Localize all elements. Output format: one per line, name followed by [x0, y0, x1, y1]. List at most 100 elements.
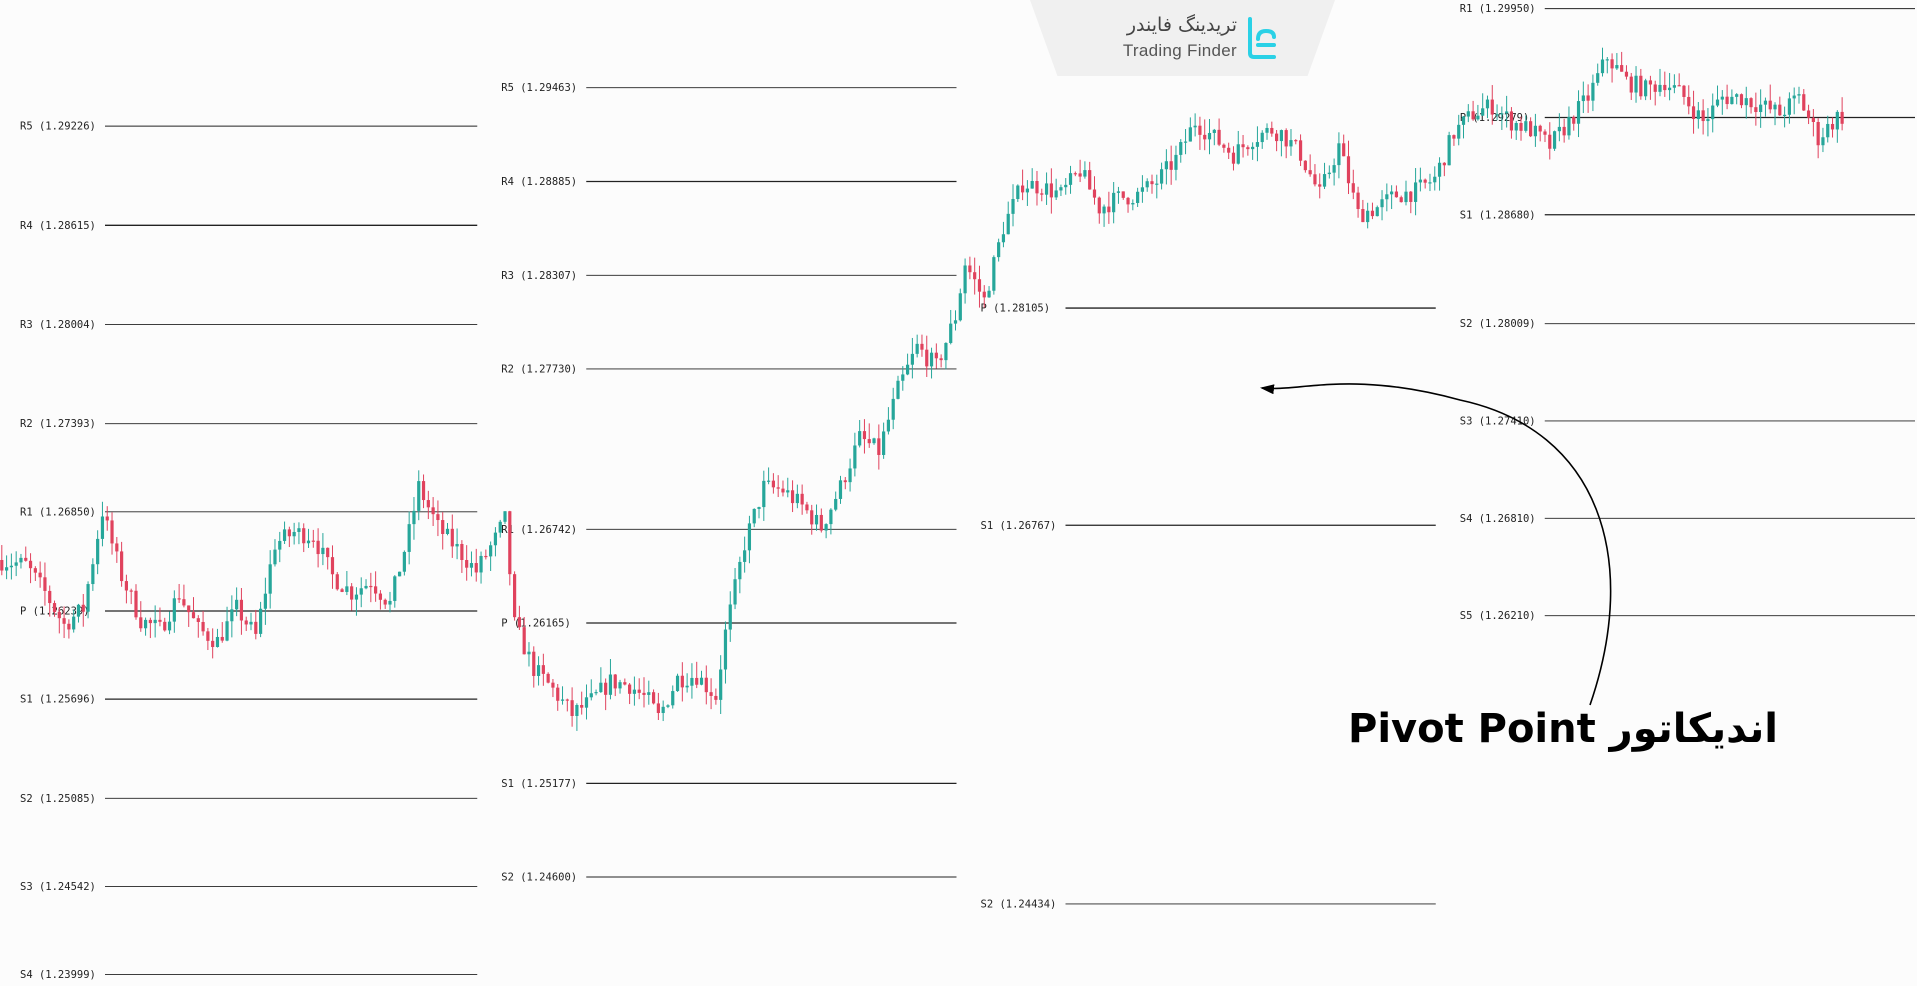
- candle-body: [637, 689, 641, 693]
- candle-body: [771, 480, 775, 488]
- candle-body: [86, 584, 90, 612]
- candle-body: [1773, 104, 1777, 110]
- candle-body: [632, 689, 637, 694]
- candle-body: [249, 621, 253, 625]
- candle-body: [1385, 194, 1389, 200]
- candle-body: [254, 621, 258, 634]
- candle-body: [455, 543, 459, 547]
- candle-body: [1390, 191, 1394, 195]
- candle-body: [570, 700, 574, 716]
- candle-body: [297, 528, 301, 532]
- candle-body: [1428, 182, 1432, 184]
- level-label-r2-pane2: R2 (1.27730): [501, 363, 577, 375]
- candle-body: [1687, 96, 1691, 107]
- candle-body: [1270, 127, 1274, 134]
- candle-body: [1322, 174, 1327, 187]
- candle-body: [1476, 115, 1480, 120]
- candle-body: [1667, 87, 1672, 91]
- candle-body: [1380, 199, 1384, 208]
- candle-body: [1644, 80, 1648, 97]
- candle-body: [517, 617, 521, 628]
- candle-body: [1437, 162, 1442, 177]
- candle-body: [450, 528, 454, 547]
- candle-body: [929, 352, 934, 367]
- candle-body: [143, 619, 148, 629]
- candle-body: [522, 627, 526, 655]
- candle-body: [599, 682, 603, 693]
- candle-body: [790, 490, 795, 504]
- candle-body: [1179, 142, 1183, 155]
- candle-body: [834, 498, 838, 510]
- arrow-curve: [1260, 383, 1612, 706]
- candle-body: [776, 487, 780, 489]
- candle-body: [1198, 125, 1202, 135]
- candle-body: [1672, 85, 1676, 88]
- candle-body: [340, 589, 344, 592]
- candle-body: [604, 682, 608, 695]
- candle-body: [1711, 105, 1715, 120]
- candle-body: [57, 611, 61, 619]
- candle-body: [1169, 161, 1173, 170]
- candle-body: [239, 599, 244, 621]
- candle-body: [541, 665, 545, 674]
- candle-body: [1548, 134, 1552, 149]
- candle-body: [326, 547, 330, 558]
- candle-body: [350, 586, 354, 600]
- candle-body: [268, 564, 272, 594]
- candle-body: [441, 520, 445, 535]
- candle-body: [1116, 191, 1121, 193]
- candle-body: [1193, 125, 1197, 128]
- candle-body: [503, 511, 507, 522]
- candle-body: [982, 291, 986, 298]
- candle-body: [1016, 185, 1020, 199]
- candle-body: [1021, 185, 1025, 193]
- candle-body: [62, 618, 66, 624]
- candle-body: [345, 586, 349, 592]
- candle-body: [1787, 98, 1792, 115]
- candle-body: [1581, 95, 1585, 102]
- candle-body: [767, 480, 771, 482]
- candle-body: [100, 516, 105, 539]
- candle-body: [858, 431, 862, 446]
- candle-body: [896, 380, 900, 399]
- candle-body: [1533, 125, 1537, 137]
- candle-body: [417, 481, 421, 511]
- level-label-s5-pane4: S5 (1.26210): [1460, 610, 1536, 622]
- candle-body: [1342, 143, 1346, 157]
- candle-body: [786, 490, 790, 493]
- candle-body: [546, 673, 550, 683]
- candle-body: [14, 562, 18, 566]
- candle-body: [1447, 135, 1451, 166]
- candle-body: [714, 695, 718, 700]
- candle-body: [1490, 99, 1494, 115]
- candle-body: [1092, 189, 1097, 198]
- candle-body: [182, 599, 186, 606]
- candle-body: [397, 571, 402, 577]
- candle-body: [1236, 144, 1240, 164]
- candle-body: [1289, 140, 1293, 147]
- candle-body: [1457, 124, 1461, 139]
- candle-body: [1097, 197, 1101, 214]
- candle-body: [551, 682, 555, 688]
- candle-body: [139, 617, 143, 629]
- indicator-title: اندیکاتور Pivot Point: [1348, 706, 1778, 752]
- candle-body: [762, 480, 766, 508]
- candle-body: [215, 636, 220, 648]
- candle-body: [1629, 76, 1633, 93]
- candle-body: [719, 669, 723, 700]
- candle-body: [1557, 126, 1561, 132]
- candle-body: [1121, 191, 1125, 198]
- level-label-p-pane2: P (1.26165): [501, 617, 571, 629]
- candle-body: [1251, 146, 1255, 150]
- candle-body: [1763, 100, 1768, 105]
- level-label-s3-pane4: S3 (1.27410): [1460, 415, 1536, 427]
- candle-body: [1073, 173, 1077, 175]
- candle-body: [925, 349, 929, 367]
- candle-body: [958, 293, 962, 321]
- candle-body: [1524, 121, 1528, 131]
- candlesticks: [0, 47, 1844, 731]
- level-label-s2-pane2: S2 (1.24600): [501, 871, 577, 883]
- level-label-s2-pane3: S2 (1.24434): [981, 898, 1057, 910]
- candle-body: [1620, 65, 1624, 72]
- candle-body: [1327, 172, 1331, 175]
